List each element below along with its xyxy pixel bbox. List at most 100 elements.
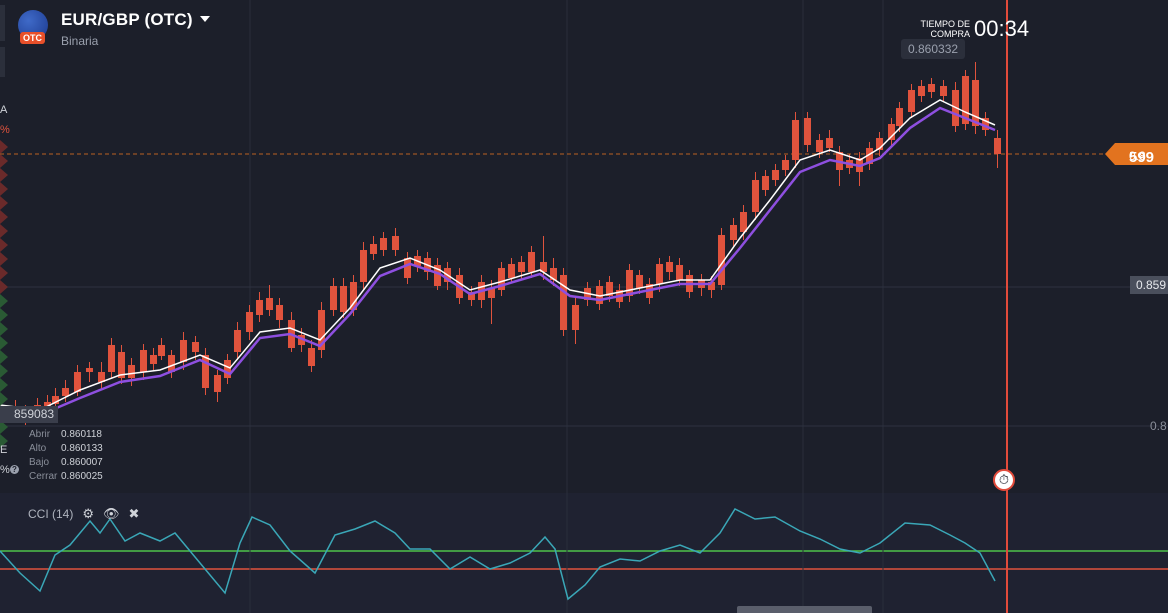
candle-body <box>982 118 989 130</box>
sentiment-marker <box>0 238 8 252</box>
side-panel-tab-2[interactable] <box>0 47 5 77</box>
edge-label-3: E <box>0 444 8 456</box>
candle-body <box>168 355 175 372</box>
sentiment-marker <box>0 266 8 280</box>
price-chart[interactable] <box>0 0 1168 493</box>
candle-body <box>98 372 105 382</box>
candle-body <box>994 138 1001 154</box>
purchase-timer: 00:34 <box>974 16 1030 41</box>
candle-body <box>908 90 915 112</box>
candle-body <box>266 298 273 310</box>
help-icon[interactable]: ? <box>10 465 19 474</box>
asset-selector[interactable]: OTC EUR/GBP (OTC) Binaria <box>18 10 210 48</box>
high-label: Alto <box>29 443 47 454</box>
chevron-down-icon[interactable] <box>199 16 210 22</box>
candle-body <box>140 350 147 372</box>
sentiment-marker <box>0 378 8 392</box>
sentiment-marker <box>0 140 8 154</box>
candle-body <box>572 305 579 330</box>
cci-line <box>0 508 996 601</box>
gear-icon[interactable]: ⚙ <box>82 506 94 521</box>
asset-type: Binaria <box>61 34 99 48</box>
sentiment-marker <box>0 392 8 406</box>
stopwatch-icon[interactable]: ⏱ <box>993 469 1015 491</box>
close-icon[interactable]: ✖ <box>128 506 140 521</box>
candle-body <box>656 264 663 284</box>
purchase-label-line1: TIEMPO DE <box>920 19 970 29</box>
candle-body <box>804 118 811 145</box>
candle-body <box>180 340 187 362</box>
candle-body <box>392 236 399 250</box>
candle-body <box>86 368 93 372</box>
candle-body <box>730 225 737 240</box>
candle-body <box>214 375 221 392</box>
sentiment-marker <box>0 420 8 434</box>
candle-body <box>62 388 69 396</box>
candle-body <box>636 275 643 288</box>
candle-body <box>350 282 357 310</box>
candle-body <box>192 342 199 352</box>
price-axis-label: 0.8 <box>1150 419 1167 433</box>
open-value: 0.860118 <box>61 429 102 440</box>
candle-body <box>826 138 833 148</box>
candle-body <box>762 176 769 190</box>
candle-body <box>866 148 873 164</box>
cci-indicator-panel[interactable] <box>0 493 1168 613</box>
candle-body <box>340 286 347 312</box>
candle-body <box>708 282 715 290</box>
candle-body <box>468 292 475 300</box>
candle-body <box>596 286 603 304</box>
sentiment-marker <box>0 196 8 210</box>
current-price-prefix: 0.8 <box>1129 149 1146 163</box>
candle-body <box>528 252 535 272</box>
candle-body <box>52 396 59 404</box>
sentiment-marker <box>0 168 8 182</box>
candle-body <box>782 160 789 170</box>
high-price-tag: 0.860332 <box>901 39 966 59</box>
candle-body <box>940 86 947 96</box>
candle-body <box>74 372 81 392</box>
candle-body <box>792 120 799 160</box>
price-axis-tag: 0.859 <box>1130 276 1168 294</box>
purchase-label-line2: COMPRA <box>930 29 970 39</box>
candle-body <box>718 235 725 285</box>
candle-body <box>434 265 441 286</box>
sentiment-marker <box>0 434 8 448</box>
asset-name[interactable]: EUR/GBP (OTC) <box>61 10 193 29</box>
candle-body <box>224 360 231 378</box>
candle-body <box>972 80 979 126</box>
candle-body <box>118 352 125 378</box>
candle-body <box>626 270 633 296</box>
candle-body <box>896 108 903 126</box>
close-value: 0.860025 <box>61 471 103 482</box>
side-panel-tab[interactable] <box>0 5 5 41</box>
candle-body <box>108 345 115 372</box>
eye-icon[interactable]: 👁 <box>103 506 120 521</box>
sentiment-marker <box>0 308 8 322</box>
chart-scrollbar[interactable] <box>737 606 872 613</box>
eu-gb-flag-icon: OTC <box>18 10 48 44</box>
left-price-tag: 859083 <box>0 406 59 423</box>
candle-body <box>128 365 135 378</box>
purchase-time: TIEMPO DE COMPRA 00:34 <box>912 16 1029 42</box>
sentiment-marker <box>0 182 8 196</box>
low-label: Bajo <box>29 457 50 468</box>
sentiment-marker <box>0 294 8 308</box>
candle-body <box>918 86 925 96</box>
candle-body <box>360 250 367 282</box>
candle-body <box>606 282 613 296</box>
candle-body <box>330 286 337 310</box>
candle-body <box>962 76 969 124</box>
candle-body <box>928 84 935 92</box>
sentiment-marker <box>0 364 8 378</box>
candle-body <box>772 170 779 180</box>
candle-body <box>308 348 315 366</box>
close-label: Cerrar <box>29 471 58 482</box>
candle-body <box>158 345 165 356</box>
candle-body <box>816 140 823 152</box>
candle-body <box>666 262 673 272</box>
candle-body <box>876 138 883 150</box>
candle-body <box>246 312 253 332</box>
candle-body <box>560 275 567 330</box>
cci-label: CCI (14) <box>28 507 74 521</box>
